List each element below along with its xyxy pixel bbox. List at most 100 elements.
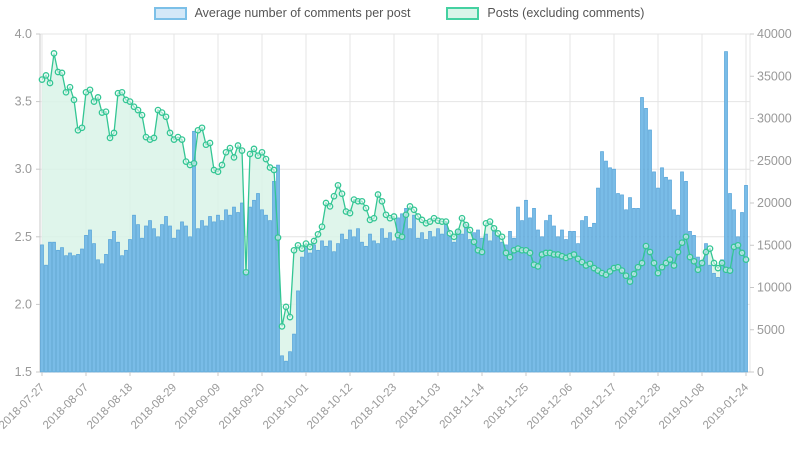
data-point-marker — [278, 323, 286, 330]
x-tick-label: 2018-12-28 — [613, 382, 663, 432]
x-tick-label: 2018-10-23 — [349, 382, 399, 432]
bar — [220, 220, 224, 373]
bar — [708, 264, 712, 373]
data-point-marker — [446, 230, 454, 237]
data-point-marker — [686, 253, 694, 261]
data-point-marker — [242, 268, 250, 276]
bar — [352, 236, 356, 373]
data-point-marker — [614, 263, 622, 271]
x-tick-label: 2018-07-27 — [0, 382, 47, 432]
bar — [380, 228, 384, 373]
data-point-marker — [570, 251, 578, 258]
bar — [356, 228, 360, 373]
bar — [124, 249, 128, 373]
data-point-marker — [470, 238, 478, 246]
legend-label-comments: Average number of comments per post — [194, 6, 411, 21]
data-point-marker — [602, 271, 610, 279]
data-point-marker — [710, 259, 718, 267]
svg-text:1.5: 1.5 — [15, 365, 32, 379]
data-point-marker — [46, 79, 54, 87]
data-point-marker — [250, 145, 258, 153]
legend-item-comments[interactable]: Average number of comments per post — [153, 6, 411, 21]
bar — [152, 228, 156, 373]
data-point-marker — [138, 111, 146, 119]
data-point-marker — [658, 263, 666, 271]
bar — [256, 193, 260, 373]
data-point-marker — [706, 245, 714, 252]
svg-text:10000: 10000 — [757, 281, 792, 295]
bar — [44, 264, 48, 373]
data-point-marker — [66, 83, 74, 91]
bar — [488, 240, 492, 373]
bar — [604, 160, 608, 373]
data-point-marker — [734, 241, 742, 249]
data-point-marker — [290, 246, 298, 254]
bar — [40, 244, 44, 373]
bar — [132, 214, 136, 373]
bar — [96, 259, 100, 373]
data-point-marker — [650, 259, 658, 267]
bar — [184, 225, 188, 373]
bar — [536, 229, 540, 373]
data-point-marker — [618, 267, 626, 274]
data-point-marker — [358, 197, 366, 205]
bar — [476, 229, 480, 373]
bar — [128, 239, 132, 373]
data-point-marker — [50, 50, 58, 57]
bar — [728, 193, 732, 373]
bar — [528, 217, 532, 373]
bar — [720, 259, 724, 373]
x-tick-label: 2018-11-25 — [482, 382, 531, 431]
data-point-marker — [398, 233, 406, 241]
bar — [696, 256, 700, 373]
left-axis: 4.0 3.5 3.0 2.5 2.0 1.5 — [15, 27, 40, 379]
bar — [328, 240, 332, 373]
posts-line-series — [38, 50, 750, 330]
bar — [144, 225, 148, 373]
bar — [120, 255, 124, 373]
bar — [92, 243, 96, 373]
data-point-marker — [298, 245, 306, 252]
bar — [388, 232, 392, 373]
data-point-marker — [234, 142, 242, 149]
data-point-marker — [158, 109, 166, 116]
bar — [704, 243, 708, 373]
svg-text:30000: 30000 — [757, 112, 792, 126]
bar — [448, 236, 452, 373]
bar — [444, 221, 448, 373]
legend-item-posts[interactable]: Posts (excluding comments) — [446, 7, 644, 20]
data-point-marker — [90, 98, 98, 105]
svg-text:15000: 15000 — [757, 238, 792, 252]
data-point-marker — [462, 221, 470, 229]
bar — [496, 236, 500, 373]
data-point-marker — [118, 88, 126, 96]
bar — [180, 221, 184, 373]
data-point-marker — [390, 213, 398, 220]
data-point-marker — [670, 262, 678, 269]
data-point-marker — [414, 213, 422, 220]
bar — [140, 237, 144, 373]
x-tick-label: 2018-09-09 — [173, 382, 223, 432]
bar — [236, 212, 240, 373]
bar — [516, 206, 520, 373]
data-point-marker — [338, 190, 346, 198]
bar — [312, 244, 316, 373]
bar — [744, 185, 748, 373]
data-point-marker — [578, 258, 586, 266]
bar — [732, 209, 736, 373]
bar — [156, 236, 160, 373]
bar — [588, 226, 592, 373]
svg-text:5000: 5000 — [757, 323, 785, 337]
bar — [664, 176, 668, 373]
bar — [500, 241, 504, 373]
svg-text:0: 0 — [757, 365, 764, 379]
bar — [284, 360, 288, 373]
bar — [204, 225, 208, 373]
x-tick-label: 2019-01-08 — [657, 382, 707, 432]
data-point-marker — [282, 303, 290, 311]
bar — [700, 260, 704, 373]
x-tick-label: 2018-08-18 — [85, 382, 135, 432]
data-point-marker — [246, 150, 254, 158]
data-point-marker — [410, 206, 418, 214]
data-point-marker — [86, 86, 94, 94]
